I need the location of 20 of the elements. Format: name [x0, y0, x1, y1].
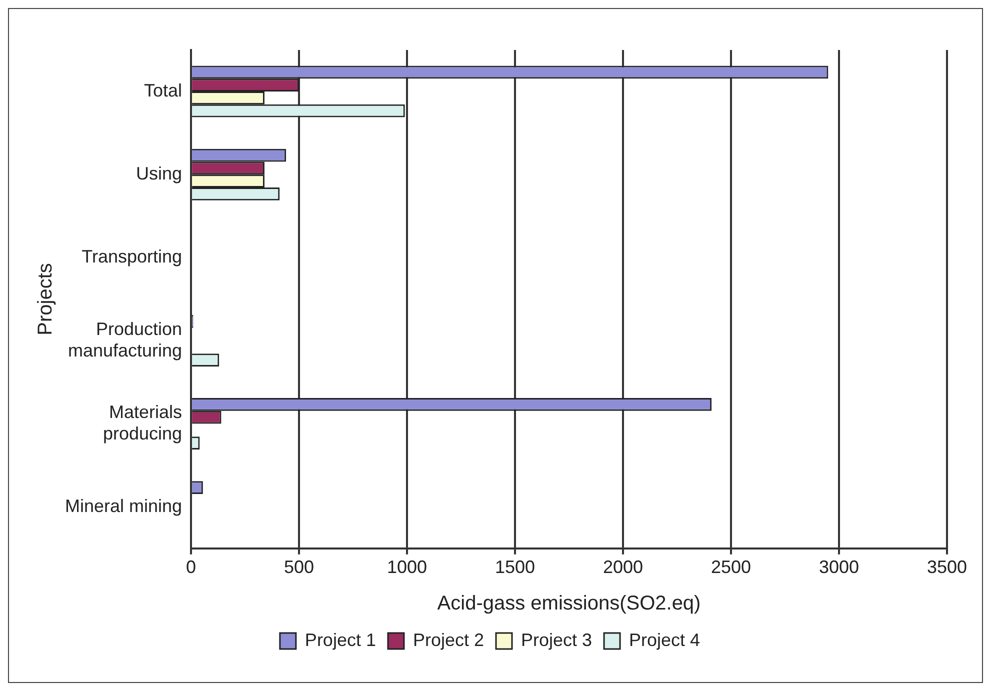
x-tick-label: 500: [284, 557, 314, 578]
x-tick-label: 3500: [926, 557, 967, 578]
legend-label: Project 2: [412, 630, 484, 650]
legend-label: Project 4: [629, 630, 700, 650]
x-tick-label: 2000: [602, 557, 644, 578]
x-axis-title: Acid-gass emissions(SO2.eq): [437, 592, 701, 615]
y-tick-label: Materials producing: [102, 402, 182, 444]
x-tick-label: 1500: [494, 557, 536, 578]
y-tick-label: Total: [144, 80, 182, 100]
x-tick-label: 2500: [710, 557, 752, 578]
y-tick-label: Production manufacturing: [68, 318, 182, 360]
y-tick-label: Using: [136, 164, 182, 184]
x-tick-label: 1000: [387, 557, 428, 578]
y-axis-title: Projects: [34, 263, 57, 336]
legend-label: Project 3: [521, 630, 592, 650]
x-tick-label: 0: [186, 557, 196, 578]
y-tick-label: Transporting: [82, 246, 182, 267]
legend-label: Project 1: [304, 630, 376, 650]
y-tick-label: Mineral mining: [64, 496, 182, 516]
x-tick-label: 3000: [818, 557, 860, 578]
